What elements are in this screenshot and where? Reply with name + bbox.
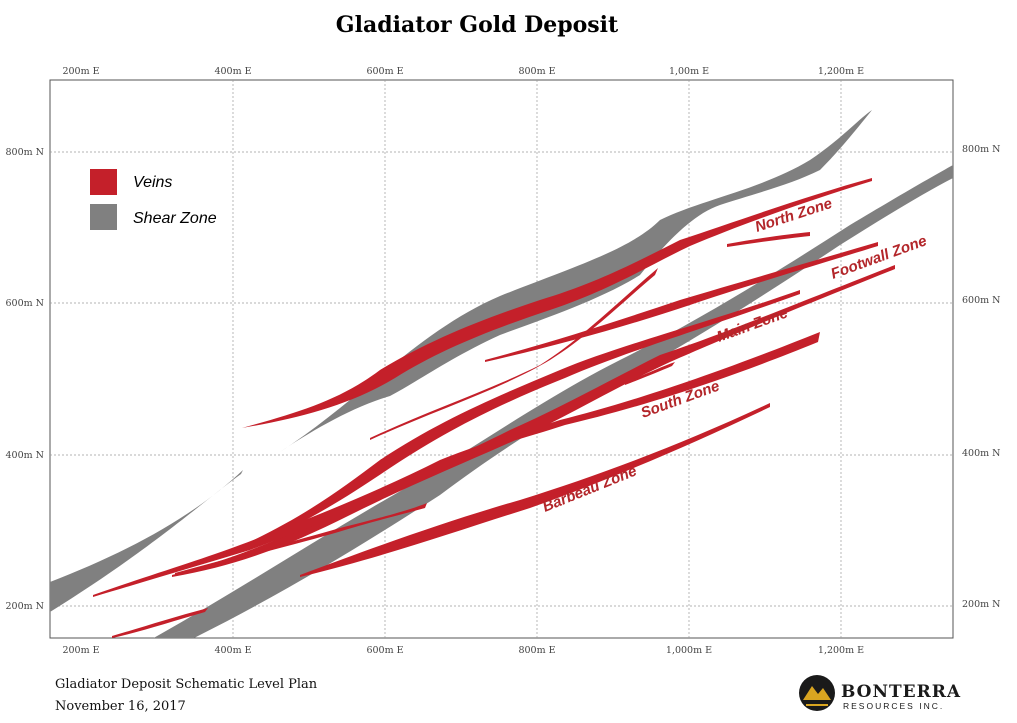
top-tick: 400m E <box>214 66 251 77</box>
left-tick: 200m N <box>6 601 44 612</box>
left-tick: 400m N <box>6 450 44 461</box>
legend-swatch-shear-zone <box>90 204 117 230</box>
vein-main-zone <box>172 265 895 577</box>
left-tick: 800m N <box>6 147 44 158</box>
vein-south-zone-lower <box>175 503 427 575</box>
legend: Veins Shear Zone <box>90 169 217 230</box>
bottom-tick: 1,000m E <box>666 645 712 656</box>
veins <box>93 178 895 638</box>
vein-south-zone <box>93 332 820 597</box>
shear-zone-upper <box>280 110 872 452</box>
top-tick: 1,200m E <box>818 66 864 77</box>
right-tick: 800m N <box>962 144 1000 155</box>
vein-main-zone-short <box>625 362 675 385</box>
left-axis-ticks: 800m N 600m N 400m N 200m N <box>6 147 44 612</box>
caption-date: November 16, 2017 <box>55 699 186 714</box>
bottom-axis-ticks: 200m E 400m E 600m E 800m E 1,000m E 1,2… <box>62 645 864 656</box>
shear-zone-northwest <box>50 470 243 612</box>
vein-north-zone <box>242 178 872 428</box>
right-tick: 600m N <box>962 295 1000 306</box>
caption-title: Gladiator Deposit Schematic Level Plan <box>55 677 318 692</box>
legend-swatch-veins <box>90 169 117 195</box>
top-tick: 200m E <box>62 66 99 77</box>
logo-name: BONTERRA <box>841 682 961 702</box>
bottom-tick: 200m E <box>62 645 99 656</box>
top-tick: 600m E <box>366 66 403 77</box>
shear-zone-central <box>153 165 953 638</box>
logo-subtitle: RESOURCES INC. <box>843 701 944 711</box>
vein-barbeau-zone <box>300 403 770 577</box>
shear-zones <box>50 110 953 638</box>
map-title: Gladiator Gold Deposit <box>336 12 619 38</box>
right-axis-ticks: 800m N 600m N 400m N 200m N <box>962 144 1000 610</box>
legend-label-veins: Veins <box>133 174 172 191</box>
vein-southwest-fragment <box>112 608 208 638</box>
bottom-tick: 600m E <box>366 645 403 656</box>
legend-label-shear-zone: Shear Zone <box>133 210 217 227</box>
vein-footwall-zone <box>485 242 878 362</box>
right-tick: 200m N <box>962 599 1000 610</box>
right-tick: 400m N <box>962 448 1000 459</box>
top-tick: 800m E <box>518 66 555 77</box>
bonterra-logo: BONTERRA RESOURCES INC. <box>799 675 961 711</box>
bottom-tick: 400m E <box>214 645 251 656</box>
left-tick: 600m N <box>6 298 44 309</box>
top-tick: 1,00m E <box>669 66 709 77</box>
bottom-tick: 800m E <box>518 645 555 656</box>
vein-north-zone-short <box>727 232 810 247</box>
bottom-tick: 1,200m E <box>818 645 864 656</box>
top-axis-ticks: 200m E 400m E 600m E 800m E 1,00m E 1,20… <box>62 66 864 77</box>
